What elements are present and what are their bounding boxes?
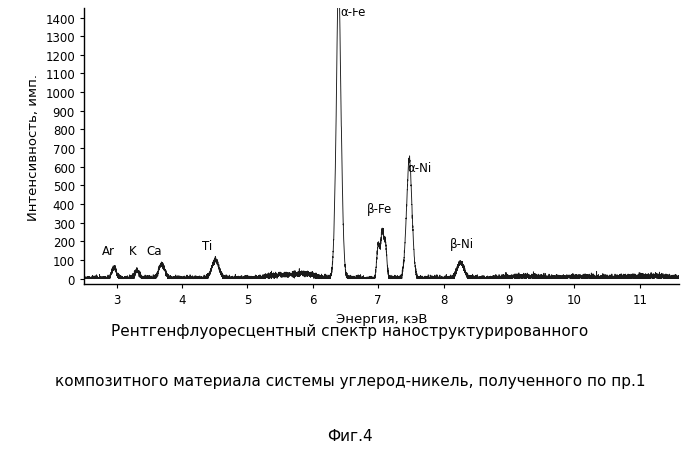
Text: α-Ni: α-Ni [407, 162, 432, 175]
Text: β-Fe: β-Fe [367, 203, 392, 216]
Text: композитного материала системы углерод-никель, полученного по пр.1: композитного материала системы углерод-н… [55, 374, 645, 388]
Text: Ar: Ar [102, 245, 116, 257]
Text: Фиг.4: Фиг.4 [327, 429, 373, 443]
Text: Ca: Ca [147, 245, 162, 257]
X-axis label: Энергия, кэВ: Энергия, кэВ [336, 312, 427, 325]
Text: K: K [129, 245, 137, 257]
Text: β-Ni: β-Ni [450, 237, 475, 250]
Text: Ti: Ti [202, 240, 212, 253]
Y-axis label: Интенсивность, имп.: Интенсивность, имп. [27, 73, 40, 220]
Text: Рентгенфлуоресцентный спектр наноструктурированного: Рентгенфлуоресцентный спектр нанострукту… [111, 323, 589, 338]
Text: α-Fe: α-Fe [340, 6, 365, 18]
